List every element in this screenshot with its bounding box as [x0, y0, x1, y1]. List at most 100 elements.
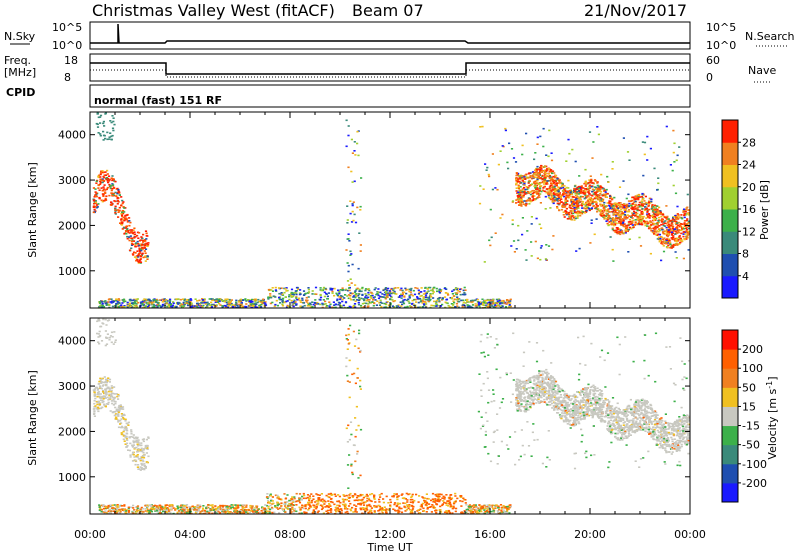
echo-cell	[344, 294, 347, 296]
echo-cell	[309, 306, 312, 308]
echo-cell	[643, 203, 646, 205]
echo-cell	[688, 225, 691, 227]
echo-cell	[518, 180, 521, 183]
echo-cell	[665, 238, 669, 240]
echo-cell	[625, 205, 628, 208]
echo-cell	[180, 511, 183, 513]
echo-cell	[454, 510, 457, 513]
echo-cell	[347, 166, 350, 169]
echo-cell	[239, 298, 242, 301]
echo-cell	[429, 505, 433, 508]
echo-cell	[651, 216, 655, 218]
echo-cell	[371, 294, 374, 297]
echo-cell	[221, 510, 224, 513]
echo-cell	[117, 201, 120, 203]
echo-cell	[272, 295, 275, 297]
echo-cell	[607, 208, 610, 210]
echo-cell	[670, 237, 673, 239]
echo-cell	[609, 207, 612, 210]
echo-cell	[474, 305, 477, 307]
echo-cell	[526, 177, 529, 179]
echo-cell	[440, 289, 443, 291]
echo-cell	[516, 179, 519, 182]
echo-cell	[478, 305, 481, 307]
echo-cell	[671, 238, 674, 241]
echo-cell	[574, 211, 577, 213]
echo-cell	[656, 205, 659, 207]
echo-cell	[552, 197, 555, 199]
echo-cell	[322, 288, 325, 291]
echo-cell	[634, 211, 638, 214]
echo-cell	[652, 205, 655, 208]
echo-cell	[494, 302, 497, 304]
echo-cell	[603, 208, 606, 210]
echo-cell	[683, 213, 686, 215]
echo-cell	[291, 496, 294, 498]
echo-cell	[343, 297, 346, 299]
echo-cell	[668, 239, 671, 242]
echo-cell	[535, 188, 538, 190]
echo-cell	[543, 169, 546, 172]
echo-cell	[346, 289, 350, 292]
echo-cell	[580, 204, 583, 206]
echo-cell	[591, 202, 594, 205]
echo-cell	[596, 210, 599, 213]
echo-cell	[616, 232, 619, 235]
echo-cell	[336, 298, 339, 301]
echo-cell	[548, 197, 552, 200]
echo-cell	[648, 225, 652, 228]
echo-cell	[511, 219, 514, 221]
echo-cell	[672, 129, 675, 132]
echo-cell	[360, 290, 363, 293]
echo-cell	[278, 297, 281, 300]
echo-cell	[611, 228, 614, 231]
echo-cell	[477, 301, 481, 304]
echo-cell	[621, 206, 624, 209]
echo-cell	[629, 223, 632, 225]
echo-cell	[658, 228, 661, 230]
echo-cell	[133, 509, 136, 511]
echo-cell	[503, 302, 506, 304]
echo-cell	[421, 306, 425, 308]
echo-cell	[479, 185, 482, 187]
echo-cell	[311, 293, 314, 295]
echo-cell	[355, 295, 358, 297]
echo-cell	[518, 189, 521, 192]
echo-cell	[429, 295, 432, 297]
echo-cell	[687, 214, 690, 216]
echo-cell	[286, 494, 289, 496]
echo-cell	[453, 298, 456, 301]
echo-cell	[678, 221, 681, 224]
echo-cell	[471, 304, 475, 306]
echo-cell	[120, 219, 123, 221]
echo-cell	[631, 206, 634, 209]
echo-cell	[182, 301, 185, 304]
echo-cell	[134, 301, 137, 303]
echo-cell	[554, 183, 557, 186]
echo-cell	[634, 221, 637, 223]
echo-cell	[157, 512, 160, 515]
echo-cell	[468, 305, 471, 308]
echo-cell	[559, 198, 563, 200]
echo-cell	[595, 218, 598, 220]
echo-cell	[652, 227, 655, 230]
echo-cell	[544, 208, 547, 210]
echo-cell	[215, 300, 218, 303]
echo-cell	[531, 195, 534, 198]
echo-cell	[167, 508, 170, 511]
echo-cell	[271, 301, 274, 304]
echo-cell	[670, 234, 673, 236]
echo-cell	[530, 241, 533, 243]
echo-cell	[682, 233, 685, 235]
echo-cell	[398, 306, 401, 309]
echo-cell	[682, 235, 685, 238]
echo-cell	[366, 497, 369, 500]
echo-cell	[341, 295, 344, 298]
echo-cell	[625, 224, 628, 227]
echo-cell	[342, 501, 345, 503]
echo-cell	[350, 282, 353, 284]
echo-cell	[578, 190, 581, 192]
echo-cell	[572, 199, 575, 201]
echo-cell	[453, 301, 456, 304]
echo-cell	[217, 300, 220, 302]
